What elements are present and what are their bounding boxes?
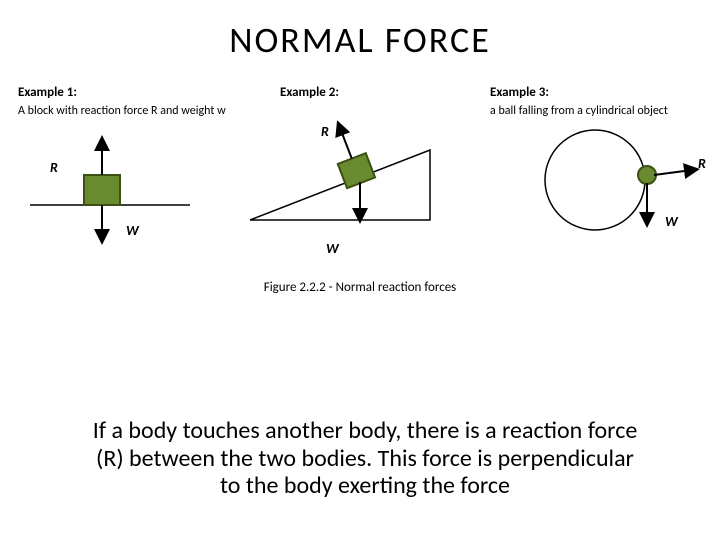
diagram-block-incline: R W — [230, 120, 450, 265]
example-3: Example 3: a ball falling from a cylindr… — [490, 85, 710, 118]
example-1-heading: Example 1: — [18, 85, 243, 100]
example-2-heading: Example 2: — [280, 85, 470, 100]
arrow-reaction — [654, 170, 692, 175]
incline — [250, 150, 430, 220]
label-W: W — [665, 213, 679, 230]
arrow-reaction — [340, 128, 352, 159]
label-R: R — [698, 155, 706, 172]
diagram-ball-cylinder: R W — [520, 120, 720, 265]
example-3-desc: a ball falling from a cylindrical object — [490, 104, 710, 118]
body-text: If a body touches another body, there is… — [90, 417, 640, 500]
page-title: NORMAL FORCE — [0, 0, 720, 62]
diagram-block-flat: R W — [20, 135, 200, 255]
example-3-heading: Example 3: — [490, 85, 710, 100]
label-W: W — [126, 222, 140, 239]
cylinder — [545, 130, 645, 230]
example-1-desc: A block with reaction force R and weight… — [18, 104, 243, 118]
ball — [638, 166, 656, 184]
block — [326, 122, 375, 188]
label-R: R — [321, 123, 329, 140]
example-2: Example 2: — [280, 85, 470, 104]
example-1: Example 1: A block with reaction force R… — [18, 85, 243, 118]
label-W: W — [326, 240, 340, 257]
figure-caption: Figure 2.2.2 - Normal reaction forces — [0, 280, 720, 295]
label-R: R — [50, 159, 58, 176]
block — [84, 175, 120, 205]
